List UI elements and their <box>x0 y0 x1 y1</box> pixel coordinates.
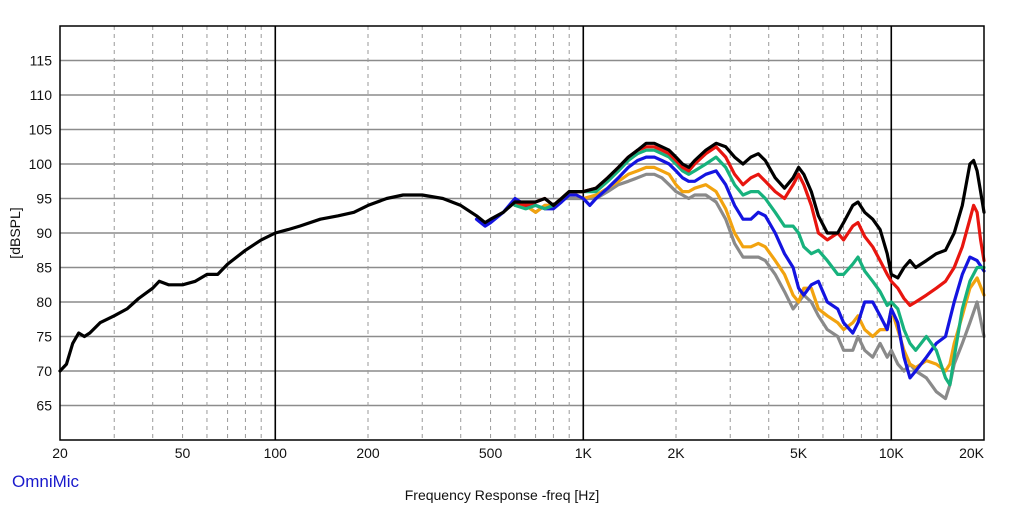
x-tick-label: 500 <box>479 445 503 461</box>
y-tick-label: 115 <box>30 53 53 69</box>
y-tick-label: 75 <box>36 329 52 345</box>
x-tick-labels: 20 50 100 200 500 1K 2K 5K 10K 20K <box>52 445 984 461</box>
grid <box>59 26 985 440</box>
y-tick-label: 70 <box>36 363 52 379</box>
series-line <box>58 141 986 373</box>
y-tick-labels: 65 70 75 80 85 90 95 100 105 110 115 <box>29 53 53 414</box>
x-tick-label: 10K <box>879 445 905 461</box>
y-tick-label: 95 <box>36 191 52 207</box>
x-tick-label: 2K <box>667 445 685 461</box>
y-tick-label: 100 <box>29 156 53 172</box>
x-tick-label: 20 <box>52 445 68 461</box>
y-axis-label: [dBSPL] <box>7 207 23 258</box>
series-lines <box>58 141 986 401</box>
series-line <box>513 148 986 387</box>
plot-frame <box>59 25 985 441</box>
x-axis-label: Frequency Response -freq [Hz] <box>405 487 600 503</box>
omnimic-brand-label: OmniMic <box>12 472 80 491</box>
y-tick-label: 105 <box>29 122 53 138</box>
y-tick-label: 85 <box>36 260 52 276</box>
series-line <box>474 155 986 380</box>
x-tick-label: 100 <box>264 445 288 461</box>
x-tick-label: 1K <box>575 445 593 461</box>
x-tick-label: 200 <box>356 445 380 461</box>
x-tick-label: 5K <box>790 445 808 461</box>
y-tick-label: 80 <box>36 294 52 310</box>
x-tick-label: 20K <box>959 445 985 461</box>
y-tick-label: 90 <box>36 225 52 241</box>
x-tick-label: 50 <box>175 445 191 461</box>
y-tick-label: 110 <box>30 87 53 103</box>
y-tick-label: 65 <box>36 398 52 414</box>
